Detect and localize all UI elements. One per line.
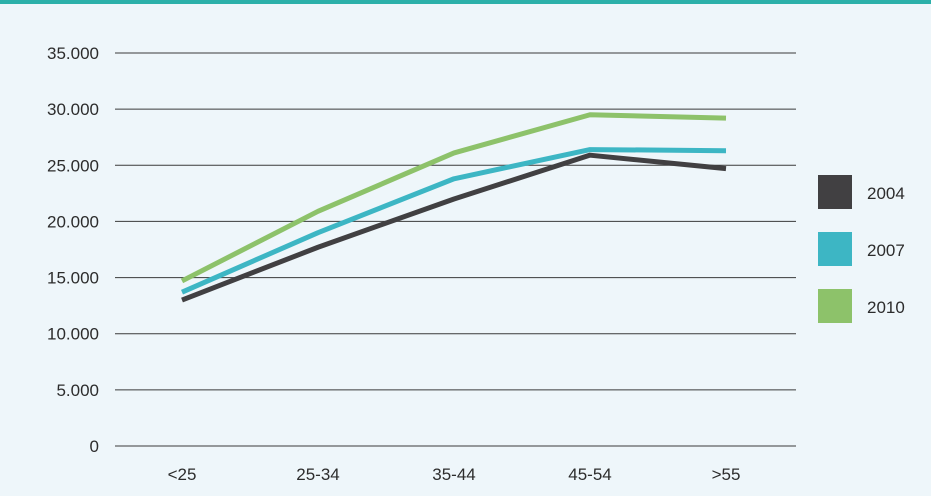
x-tick-label: >55 bbox=[712, 465, 741, 484]
gridlines bbox=[115, 52, 796, 447]
series-lines bbox=[180, 112, 727, 303]
x-tick-label: 25-34 bbox=[296, 465, 339, 484]
legend-swatch-2007 bbox=[818, 232, 852, 266]
legend-swatch-2010 bbox=[818, 289, 852, 323]
x-axis-tick-labels: <25 25-34 35-44 45-54 >55 bbox=[168, 465, 741, 484]
top-accent-rule bbox=[0, 0, 931, 4]
y-tick-label: 10.000 bbox=[47, 325, 99, 344]
y-tick-label: 0 bbox=[90, 437, 99, 456]
y-tick-label: 30.000 bbox=[47, 100, 99, 119]
legend-label-2007: 2007 bbox=[867, 241, 905, 260]
y-tick-label: 15.000 bbox=[47, 269, 99, 288]
x-tick-label: 35-44 bbox=[432, 465, 475, 484]
legend: 2004 2007 2010 bbox=[818, 175, 905, 323]
legend-label-2004: 2004 bbox=[867, 184, 905, 203]
x-tick-label: 45-54 bbox=[568, 465, 611, 484]
y-tick-label: 5.000 bbox=[56, 381, 99, 400]
y-axis-tick-labels: 0 5.000 10.000 15.000 20.000 25.000 30.000 35.0… bbox=[47, 44, 99, 456]
x-tick-label: <25 bbox=[168, 465, 197, 484]
y-tick-label: 35.000 bbox=[47, 44, 99, 63]
legend-label-2010: 2010 bbox=[867, 298, 905, 317]
y-tick-label: 25.000 bbox=[47, 156, 99, 175]
legend-swatch-2004 bbox=[818, 175, 852, 209]
y-tick-label: 20.000 bbox=[47, 212, 99, 231]
